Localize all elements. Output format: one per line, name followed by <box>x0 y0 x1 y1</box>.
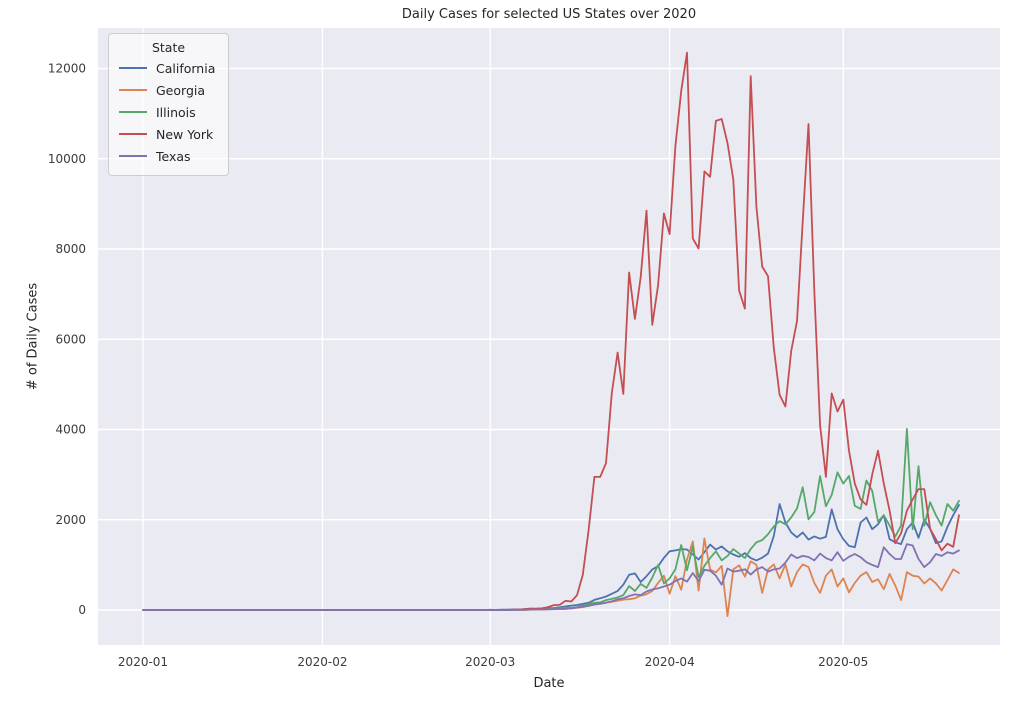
x-tick-label: 2020-05 <box>818 655 868 669</box>
y-tick-label: 6000 <box>55 332 86 346</box>
y-axis-label: # of Daily Cases <box>25 282 41 391</box>
y-tick-label: 2000 <box>55 513 86 527</box>
plot-area <box>98 28 1000 645</box>
series-line-texas <box>142 543 960 611</box>
y-tick-label: 0 <box>78 603 86 617</box>
legend-item-label: New York <box>156 126 214 142</box>
legend-item-label: Texas <box>156 148 191 164</box>
x-tick-label: 2020-03 <box>465 655 515 669</box>
legend-item-label: California <box>156 60 216 76</box>
legend-item-label: Georgia <box>156 82 206 98</box>
legend-swatch-icon <box>119 67 147 69</box>
x-tick-label: 2020-04 <box>645 655 695 669</box>
y-tick-label: 10000 <box>48 152 86 166</box>
legend-item-california: California <box>119 57 218 79</box>
legend-item-illinois: Illinois <box>119 101 218 123</box>
legend-swatch-icon <box>119 111 147 113</box>
y-tick-label: 8000 <box>55 242 86 256</box>
legend-item-texas: Texas <box>119 145 218 167</box>
legend-swatch-icon <box>119 155 147 157</box>
x-tick-label: 2020-02 <box>297 655 347 669</box>
chart-title: Daily Cases for selected US States over … <box>401 7 697 22</box>
x-tick-label: 2020-01 <box>118 655 168 669</box>
legend-title: State <box>151 40 186 55</box>
legend-swatch-icon <box>119 89 147 91</box>
legend-item-new-york: New York <box>119 123 218 145</box>
legend-item-label: Illinois <box>156 104 196 120</box>
legend-item-georgia: Georgia <box>119 79 218 101</box>
x-axis-label: Date <box>533 676 565 691</box>
legend-swatch-icon <box>119 133 147 135</box>
legend: State California Georgia Illinois New York T… <box>108 33 229 176</box>
y-tick-label: 4000 <box>55 423 86 437</box>
y-tick-label: 12000 <box>48 62 86 76</box>
